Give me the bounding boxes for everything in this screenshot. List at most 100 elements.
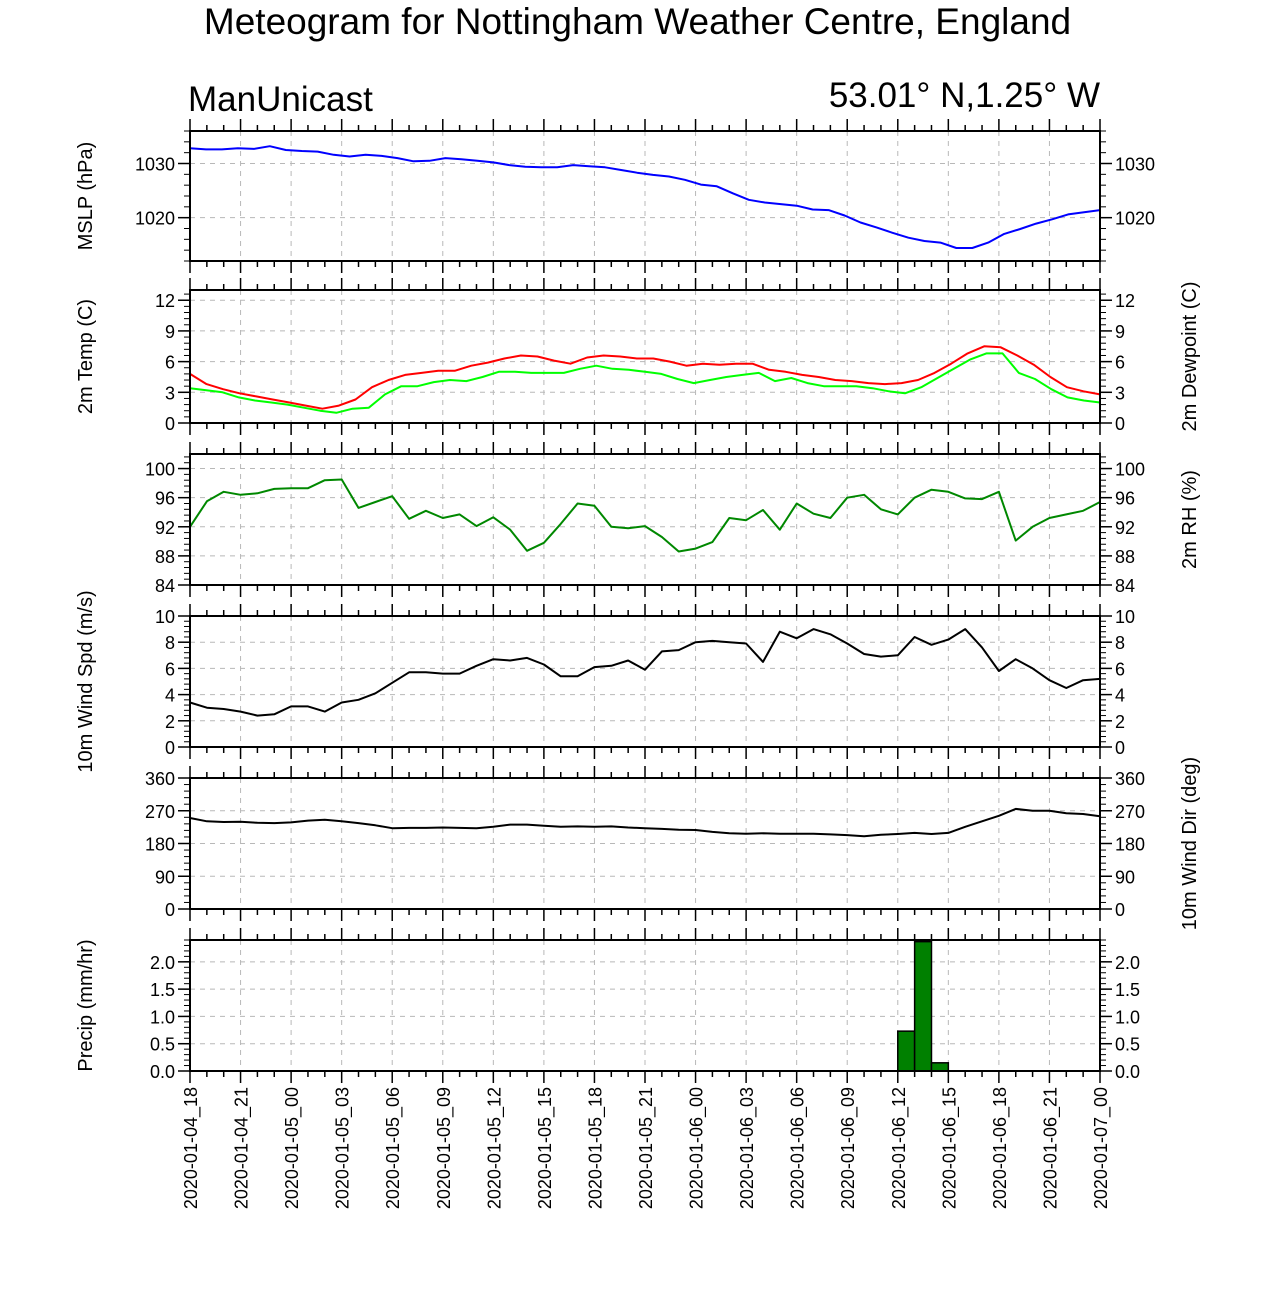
temperature-line [189, 345, 1101, 410]
location-coordinates: 53.01° N,1.25° W [828, 76, 1100, 115]
y-tick-label: 4 [1115, 686, 1125, 706]
y-axis-label: 2m Temp (C) [75, 299, 97, 414]
x-tick-label: 2020-01-06_06 [788, 1087, 809, 1209]
y-tick-label: 6 [165, 659, 175, 679]
y-axis-label-right: 2m RH (%) [1179, 470, 1201, 569]
y-tick-label: 0.5 [1115, 1035, 1140, 1055]
y-tick-label: 360 [145, 769, 175, 789]
y-tick-label: 9 [1115, 322, 1125, 342]
y-tick-label: 0 [165, 414, 175, 434]
x-tick-label: 2020-01-06_12 [889, 1087, 910, 1209]
x-tick-label: 2020-01-06_18 [990, 1087, 1011, 1209]
x-tick-label: 2020-01-06_15 [939, 1087, 960, 1209]
y-tick-label: 0 [165, 900, 175, 920]
y-tick-label: 1.0 [1115, 1007, 1140, 1027]
y-tick-label: 180 [1115, 835, 1145, 855]
y-tick-label: 270 [1115, 802, 1145, 822]
x-tick-label: 2020-01-06_00 [687, 1087, 708, 1209]
wind-direction-panel: 0 0 90 90 180 180 270 270 360 360 10m Wind Dir (de… [145, 757, 1201, 930]
y-tick-label: 84 [155, 576, 175, 596]
y-tick-label: 0 [1115, 414, 1125, 434]
y-tick-label: 6 [165, 353, 175, 373]
y-tick-label: 1.5 [1115, 980, 1140, 1000]
y-tick-label: 270 [145, 802, 175, 822]
y-tick-label: 3 [1115, 383, 1125, 403]
y-tick-label: 84 [1115, 576, 1135, 596]
y-tick-label: 92 [155, 518, 175, 538]
y-tick-label: 6 [1115, 659, 1125, 679]
y-tick-label: 96 [155, 489, 175, 509]
y-axis-label-right: 10m Wind Dir (deg) [1179, 757, 1201, 930]
wind-speed-line [189, 628, 1101, 717]
y-tick-label: 96 [1115, 489, 1135, 509]
rh-panel: 84 84 88 88 92 92 96 96 100 100 2m RH (%) [145, 442, 1201, 597]
y-tick-label: 1020 [135, 209, 175, 229]
x-tick-label: 2020-01-05_00 [282, 1087, 303, 1209]
y-tick-label: 0.0 [150, 1062, 175, 1082]
x-tick-label: 2020-01-05_12 [484, 1087, 505, 1209]
y-tick-label: 8 [1115, 633, 1125, 653]
y-tick-label: 0.5 [150, 1035, 175, 1055]
y-tick-label: 2.0 [150, 953, 175, 973]
dewpoint-line [189, 352, 1101, 414]
chart-title: Meteogram for Nottingham Weather Centre,… [203, 1, 1072, 42]
y-axis-label: Precip (mm/hr) [75, 939, 97, 1071]
x-tick-label: 2020-01-05_18 [585, 1087, 606, 1209]
x-tick-label: 2020-01-07_00 [1091, 1087, 1112, 1209]
x-tick-label: 2020-01-05_03 [333, 1087, 354, 1209]
y-tick-label: 90 [1115, 867, 1135, 887]
y-tick-label: 0 [1115, 738, 1125, 758]
x-tick-label: 2020-01-05_09 [434, 1087, 455, 1209]
y-tick-label: 88 [155, 547, 175, 567]
y-tick-label: 2.0 [1115, 953, 1140, 973]
x-tick-label: 2020-01-05_21 [636, 1087, 657, 1209]
x-tick-label: 2020-01-05_06 [383, 1087, 404, 1209]
y-tick-label: 9 [165, 322, 175, 342]
y-tick-label: 4 [165, 686, 175, 706]
y-axis-label: MSLP (hPa) [75, 142, 97, 251]
x-tick-label: 2020-01-04_21 [232, 1087, 253, 1209]
y-tick-label: 1030 [1115, 155, 1155, 175]
y-tick-label: 0 [165, 738, 175, 758]
y-tick-label: 8 [165, 633, 175, 653]
wind-direction-line [189, 807, 1101, 838]
model-name: ManUnicast [188, 80, 373, 119]
y-tick-label: 2 [1115, 712, 1125, 732]
y-tick-label: 2 [165, 712, 175, 732]
y-tick-label: 12 [155, 291, 175, 311]
y-tick-label: 100 [145, 460, 175, 480]
mslp-panel: 1020 1020 1030 1030 MSLP (hPa) [75, 119, 1155, 273]
mslp-line [189, 145, 1101, 249]
y-tick-label: 1.5 [150, 980, 175, 1000]
y-tick-label: 10 [1115, 607, 1135, 627]
y-tick-label: 12 [1115, 291, 1135, 311]
y-tick-label: 360 [1115, 769, 1145, 789]
x-tick-label: 2020-01-04_18 [181, 1087, 202, 1209]
y-tick-label: 6 [1115, 353, 1125, 373]
y-tick-label: 1030 [135, 155, 175, 175]
x-tick-label: 2020-01-05_15 [535, 1087, 556, 1209]
y-tick-label: 90 [155, 867, 175, 887]
x-tick-label: 2020-01-06_21 [1040, 1087, 1061, 1209]
y-axis-label-right: 2m Dewpoint (C) [1179, 281, 1201, 431]
y-tick-label: 10 [155, 607, 175, 627]
y-tick-label: 1.0 [150, 1007, 175, 1027]
y-tick-label: 0 [1115, 900, 1125, 920]
y-tick-label: 88 [1115, 547, 1135, 567]
y-tick-label: 100 [1115, 460, 1145, 480]
relative-humidity-line [189, 478, 1101, 553]
x-axis-labels: 2020-01-04_18 2020-01-04_21 2020-01-05_00 2… [181, 1087, 1112, 1209]
x-tick-label: 2020-01-06_03 [737, 1087, 758, 1209]
wind-speed-panel: 0 0 2 2 4 4 6 6 8 8 10 10 10m Wind Spd (m/s) [75, 590, 1135, 772]
temperature-panel: 0 0 3 3 6 6 9 9 12 12 2m Temp (C) 2m Dewpoint (C) [75, 278, 1201, 435]
precip-bar [913, 940, 933, 1072]
y-tick-label: 3 [165, 383, 175, 403]
x-tick-label: 2020-01-06_09 [838, 1087, 859, 1209]
y-tick-label: 180 [145, 835, 175, 855]
y-tick-label: 0.0 [1115, 1062, 1140, 1082]
y-tick-label: 1020 [1115, 209, 1155, 229]
precip-panel: 0.0 0.0 0.5 0.5 1.0 1.0 1.5 1.5 2.0 2.0 Precip (mm… [75, 928, 1140, 1083]
y-axis-label: 10m Wind Spd (m/s) [75, 590, 97, 772]
precip-bar [930, 1062, 950, 1072]
